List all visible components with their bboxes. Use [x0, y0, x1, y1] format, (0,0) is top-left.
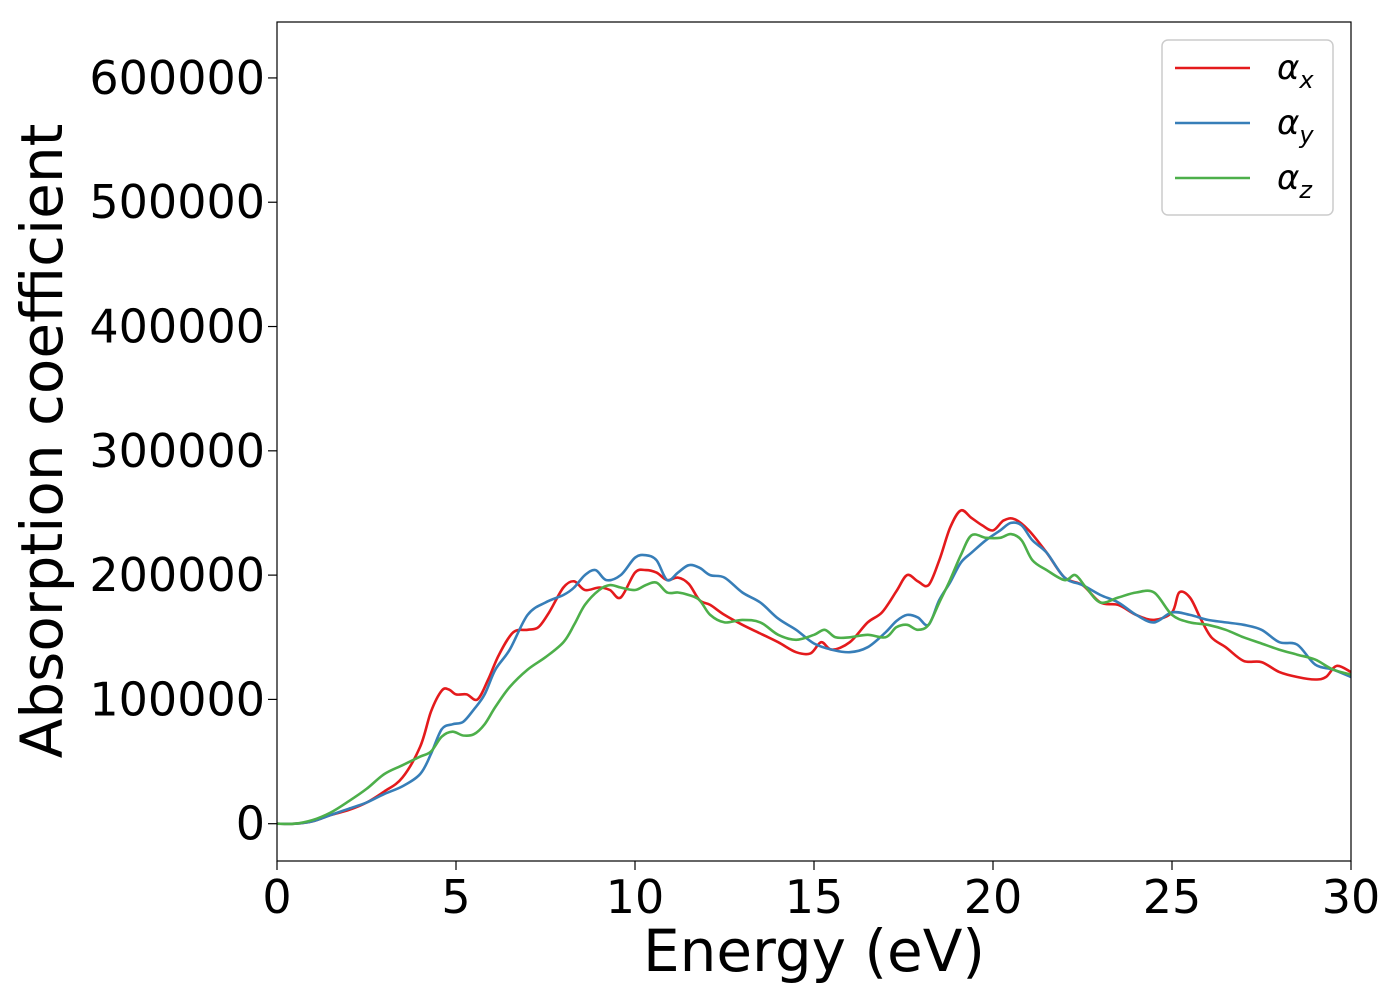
series-line-y: [277, 521, 1351, 826]
y-axis-ticks: 0 100000 200000 300000 400000 500000 600000: [89, 51, 277, 851]
series-line-z: [277, 532, 1351, 826]
x-tick-label: 5: [441, 870, 470, 924]
x-tick-label: 0: [262, 870, 291, 924]
y-tick-label: 600000: [89, 51, 265, 105]
legend-label-y: αy: [1277, 103, 1314, 149]
x-axis-ticks: 0 5 10 15 20 25 30: [262, 861, 1380, 924]
x-tick-label: 10: [606, 870, 665, 924]
legend-box: [1161, 39, 1334, 216]
x-axis-title: Energy (eV): [643, 917, 985, 985]
y-tick-label: 400000: [89, 300, 265, 354]
series-layer: [277, 508, 1351, 826]
legend-label-x: αx: [1277, 48, 1314, 94]
x-tick-label: 15: [785, 870, 844, 924]
x-tick-label: 20: [964, 870, 1023, 924]
y-tick-label: 0: [236, 797, 265, 851]
x-tick-label: 30: [1322, 870, 1381, 924]
legend: αx αy αz: [1161, 39, 1334, 216]
x-tick-label: 25: [1143, 870, 1202, 924]
y-tick-label: 300000: [89, 424, 265, 478]
y-tick-label: 100000: [89, 672, 265, 726]
y-tick-label: 200000: [89, 548, 265, 602]
legend-label-z: αz: [1277, 158, 1313, 204]
y-tick-label: 500000: [89, 175, 265, 229]
y-axis-title: Absorption coefficient: [8, 124, 76, 759]
